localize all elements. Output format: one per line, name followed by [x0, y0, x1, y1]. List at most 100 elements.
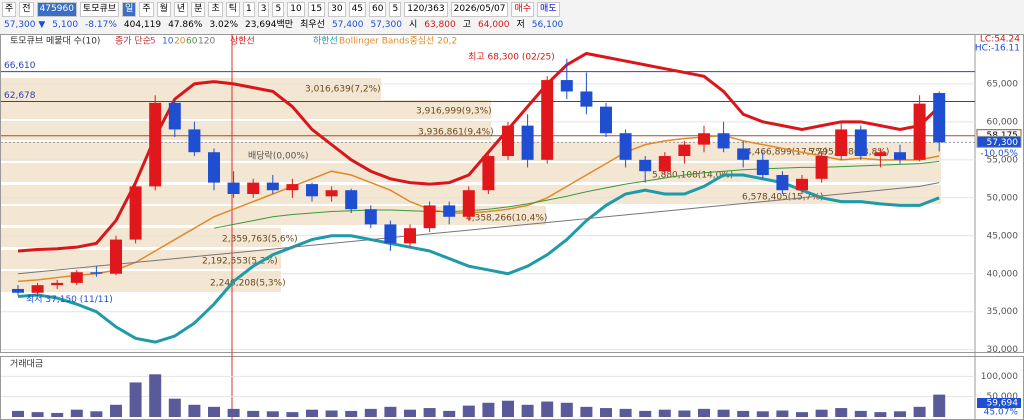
volume-bar [776, 410, 789, 417]
volume-bar [502, 400, 514, 417]
toolbar-button[interactable]: 일 [122, 1, 137, 17]
volume-bar [639, 410, 652, 417]
profile-label: 2,246,208(5,3%) [210, 279, 286, 289]
candle-body [560, 80, 573, 92]
toolbar-button[interactable]: 30 [328, 1, 346, 17]
candle-body [31, 285, 44, 293]
volume-bar [678, 410, 691, 417]
legend-title: 토모큐브 메물대 수(10) [10, 36, 100, 47]
volume-bar [835, 408, 848, 417]
volume-bar [894, 411, 906, 417]
toolbar-button[interactable]: 틱 [225, 1, 241, 17]
candle-body [168, 102, 181, 130]
volume-bar [482, 402, 495, 417]
volume-bar [443, 410, 456, 417]
lc-label: LC:54.24 [980, 35, 1020, 45]
volume-bar [658, 409, 671, 417]
candle-body [208, 152, 220, 183]
profile-label: 2,359,763(5,6%) [222, 235, 298, 245]
toolbar-button[interactable]: 년 [173, 1, 189, 17]
candle-body [188, 129, 201, 153]
y-tick-label: 65,000 [987, 79, 1019, 89]
quote-field: 56,100 [531, 19, 564, 30]
toolbar-button[interactable]: 120/363 [404, 1, 448, 17]
legend-item: 10 [162, 37, 174, 47]
toolbar-button[interactable]: 주 [2, 1, 17, 17]
dividend-label: 배당락(0,00%) [248, 150, 308, 162]
y-tick-label: 40,000 [987, 269, 1019, 279]
y-tick-label: 100,000 [981, 372, 1018, 382]
volume-bar [306, 409, 318, 417]
legend-item: 상한선 [230, 36, 255, 47]
price-box-label: 57,300 [987, 138, 1019, 148]
candle-body [306, 184, 318, 197]
y-tick-label: 60,000 [987, 117, 1019, 127]
toolbar-button[interactable]: 초 [208, 1, 223, 17]
toolbar-button[interactable]: 월 [156, 1, 171, 17]
candle-body [443, 205, 456, 217]
quote-field: 404,119 [123, 19, 162, 30]
volume-bar [129, 382, 142, 417]
hc-label: HC:-16.11 [975, 44, 1020, 54]
candle-body [227, 182, 240, 194]
profile-label: 3,016,639(7,2%) [305, 85, 381, 95]
candle-body [482, 156, 495, 191]
volume-bar [619, 408, 632, 417]
candle-body [129, 186, 142, 240]
volume-bar [286, 412, 299, 417]
quote-field: 시 [408, 19, 418, 30]
change-label: -10.05% [980, 149, 1018, 159]
toolbar-button[interactable]: 5 [272, 1, 285, 17]
volume-bar [933, 394, 946, 417]
profile-label: 6,578,405(15,7%) [742, 193, 823, 203]
volume-bar [384, 406, 397, 417]
quote-field: 저 [516, 19, 525, 30]
candle-body [874, 152, 887, 157]
toolbar-button[interactable]: 주 [139, 1, 154, 17]
candle-body [737, 148, 750, 160]
candle-body [796, 178, 808, 191]
y-tick-label: 55,000 [987, 155, 1019, 165]
quote-field: 64,000 [478, 19, 510, 30]
profile-band [1, 100, 491, 119]
volume-bar [110, 404, 122, 417]
quote-field: 5,100 [52, 19, 79, 30]
toolbar-button[interactable]: 3 [257, 1, 270, 17]
toolbar-button[interactable]: 2026/05/07 [450, 1, 509, 17]
volume-bar [404, 409, 416, 417]
volume-bar [70, 409, 83, 417]
y-tick-label: 50,000 [987, 193, 1019, 203]
volume-bar [345, 410, 358, 417]
toolbar-row: 주 전 475960 토모큐브 일 주 월 년 분 초 틱 1 3 5 10 15 30 45 60 5 120/363… [2, 1, 560, 17]
volume-bar [325, 410, 338, 417]
candle-body [815, 156, 828, 179]
volume-bar [31, 412, 44, 417]
toolbar-button[interactable]: 토모큐브 [79, 1, 120, 17]
volume-bar [227, 408, 240, 417]
toolbar-button[interactable]: 10 [287, 1, 305, 17]
candle-body [325, 190, 338, 197]
toolbar-button[interactable]: 1 [243, 1, 255, 17]
volume-bar [913, 406, 926, 417]
toolbar-button[interactable]: 매도 [537, 1, 560, 17]
volume-bar [462, 405, 475, 417]
toolbar-button[interactable]: 45 [348, 1, 367, 17]
toolbar-button[interactable]: 전 [19, 1, 34, 17]
candle-body [717, 133, 730, 149]
toolbar-button[interactable]: 분 [191, 1, 206, 17]
candle-body [90, 272, 103, 274]
toolbar-button[interactable]: 매수 [511, 1, 535, 17]
volume-bar [815, 409, 828, 417]
profile-label: 2,192,553(5,2%) [202, 257, 278, 267]
volume-bar [364, 408, 377, 417]
candle-body [364, 209, 377, 225]
toolbar-button[interactable]: 60 [369, 1, 387, 17]
candle-body [502, 125, 514, 157]
toolbar-button[interactable]: 15 [307, 1, 326, 17]
toolbar-button[interactable]: 475960 [36, 1, 77, 17]
price-box [976, 135, 1022, 148]
candle-body [70, 272, 83, 283]
toolbar-button[interactable]: 5 [389, 1, 402, 17]
reference-label: 66,610 [4, 61, 36, 71]
